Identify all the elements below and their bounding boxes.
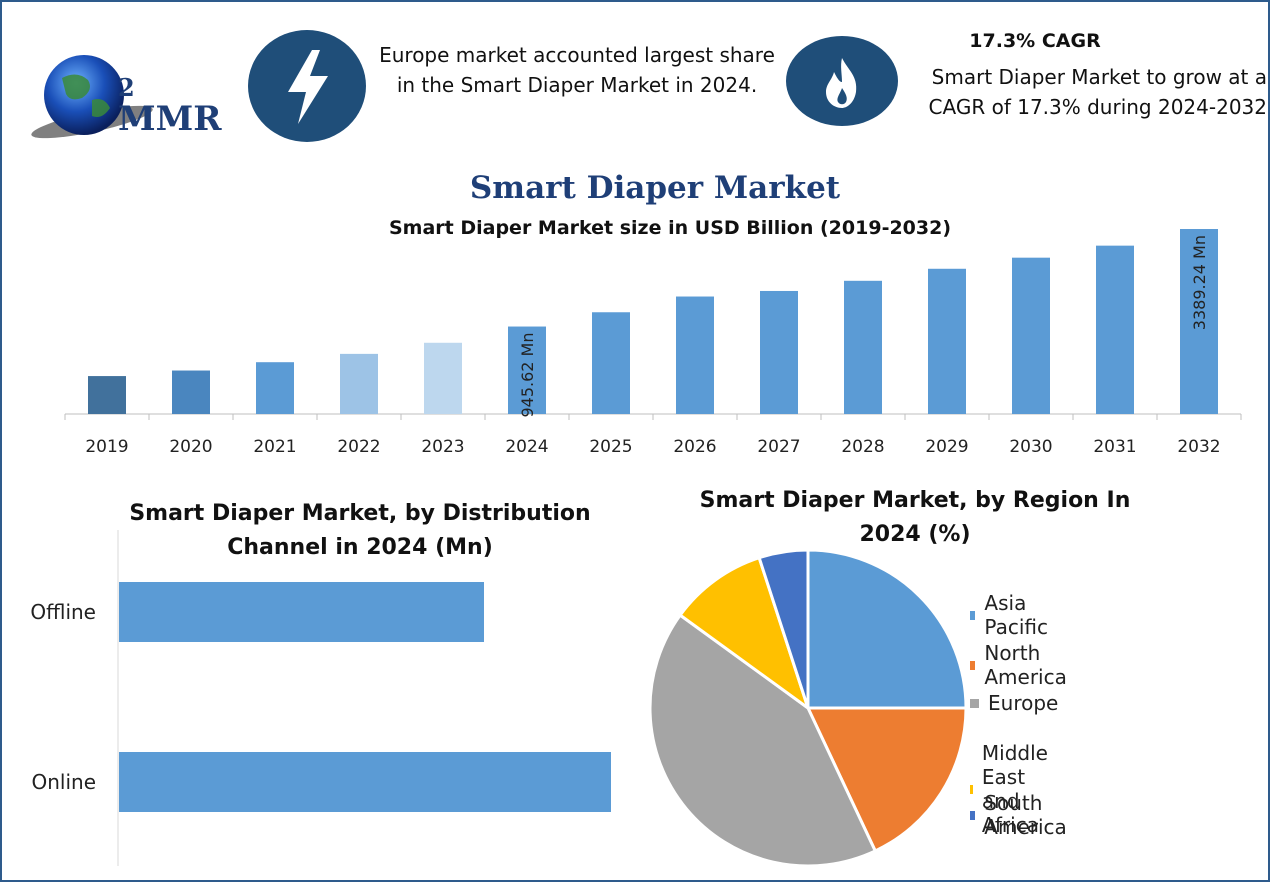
pie-slice-asia-pacific bbox=[806, 548, 968, 710]
legend-label: North America bbox=[984, 641, 1067, 689]
globe-logo-icon: 2 MMR bbox=[31, 55, 222, 139]
data-label-2024: 945.62 Mn bbox=[518, 333, 537, 418]
legend-swatch bbox=[970, 784, 973, 794]
bar-2020 bbox=[172, 370, 210, 414]
bar-2021 bbox=[256, 362, 294, 414]
bar-2029 bbox=[928, 268, 966, 414]
channel-chart-title: Smart Diaper Market, by Distribution Cha… bbox=[129, 501, 591, 560]
bar-2031 bbox=[1096, 245, 1134, 414]
bar-2027 bbox=[760, 290, 798, 414]
bar-online bbox=[119, 752, 611, 812]
cagr-text: Smart Diaper Market to grow at a CAGR of… bbox=[928, 65, 1267, 119]
bar-2026 bbox=[676, 296, 714, 414]
flame-badge bbox=[786, 36, 898, 126]
legend-item-south-america: South America bbox=[970, 791, 1071, 839]
pie-slice-south-america bbox=[757, 548, 810, 709]
logo-superscript: 2 bbox=[118, 73, 135, 102]
bar-2023 bbox=[424, 342, 462, 414]
bar-2022 bbox=[340, 353, 378, 414]
legend-swatch bbox=[970, 810, 976, 820]
cagr-title: 17.3% CAGR bbox=[969, 30, 1101, 52]
y-tick-label-offline: Offline bbox=[30, 600, 96, 624]
logo: 2 MMR bbox=[22, 50, 237, 145]
lightning-badge bbox=[248, 30, 366, 142]
x-tick-label-2020: 2020 bbox=[169, 437, 212, 457]
bar-2025 bbox=[592, 312, 630, 414]
legend-label: Middle East and Africa bbox=[981, 741, 1048, 837]
region-chart-title: Smart Diaper Market, by Region In 2024 (… bbox=[699, 488, 1131, 547]
legend-item-north-america: North America bbox=[970, 641, 1071, 689]
legend-item-middle-east-and-africa: Middle East and Africa bbox=[970, 741, 1054, 837]
legend-label: South America bbox=[984, 791, 1067, 839]
x-tick-label-2029: 2029 bbox=[925, 437, 968, 457]
x-tick-label-2025: 2025 bbox=[589, 437, 632, 457]
bar-2028 bbox=[844, 280, 882, 414]
bar-2030 bbox=[1012, 257, 1050, 414]
bar-2019 bbox=[88, 376, 126, 414]
x-tick-label-2031: 2031 bbox=[1093, 437, 1136, 457]
legend-label: Europe bbox=[988, 691, 1059, 715]
pie-slice-europe bbox=[648, 613, 878, 868]
x-tick-label-2028: 2028 bbox=[841, 437, 884, 457]
main-chart-subtitle: Smart Diaper Market size in USD Billion … bbox=[388, 217, 952, 239]
x-tick-label-2026: 2026 bbox=[673, 437, 716, 457]
legend-swatch bbox=[970, 660, 976, 670]
x-tick-label-2021: 2021 bbox=[253, 437, 296, 457]
x-tick-label-2030: 2030 bbox=[1009, 437, 1052, 457]
legend-swatch bbox=[970, 698, 979, 708]
bar-2032 bbox=[1180, 229, 1218, 414]
pie-slice-north-america bbox=[805, 706, 968, 853]
x-tick-label-2022: 2022 bbox=[337, 437, 380, 457]
x-tick-label-2019: 2019 bbox=[85, 437, 128, 457]
bar-offline bbox=[119, 582, 484, 642]
y-tick-label-online: Online bbox=[31, 770, 96, 794]
legend-item-asia-pacific: Asia Pacific bbox=[970, 591, 1052, 639]
lightning-bolt-icon bbox=[288, 50, 328, 124]
x-tick-label-2032: 2032 bbox=[1177, 437, 1220, 457]
main-chart-title: Smart Diaper Market bbox=[469, 170, 841, 206]
europe-info-text: Europe market accounted largest share in… bbox=[379, 43, 775, 97]
x-tick-label-2023: 2023 bbox=[421, 437, 464, 457]
data-label-2032: 3389.24 Mn bbox=[1190, 235, 1209, 330]
flame-icon bbox=[826, 58, 857, 108]
legend-item-europe: Europe bbox=[970, 691, 1058, 715]
x-tick-label-2024: 2024 bbox=[505, 437, 548, 457]
x-tick-label-2027: 2027 bbox=[757, 437, 800, 457]
legend-swatch bbox=[970, 610, 976, 620]
bar-2024 bbox=[508, 326, 546, 414]
logo-text: MMR bbox=[118, 99, 222, 139]
legend-label: Asia Pacific bbox=[984, 591, 1048, 639]
pie-slice-middle-east-and-africa bbox=[678, 555, 811, 712]
